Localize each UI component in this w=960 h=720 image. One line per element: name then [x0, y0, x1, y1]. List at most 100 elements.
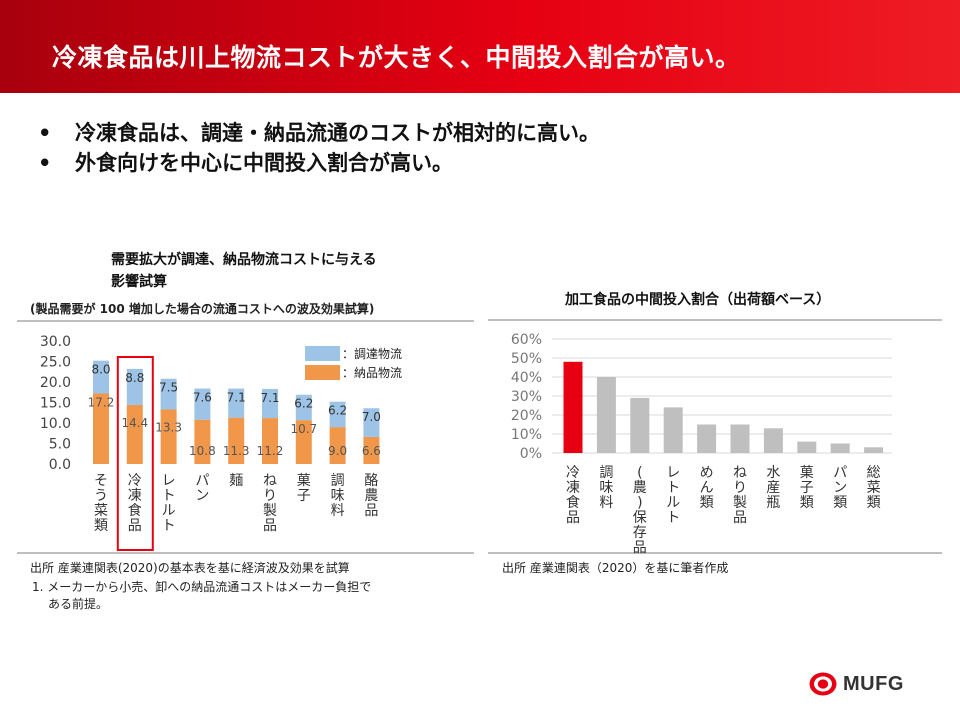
chart1-label-delivery: 17.2	[88, 395, 115, 409]
chart1-bar-delivery	[93, 393, 109, 464]
slide-title: 冷凍食品は川上物流コストが大きく、中間投入割合が高い。	[52, 43, 741, 72]
chart1-bar-procurement	[262, 388, 278, 419]
chart1-label-delivery: 10.7	[290, 422, 317, 436]
chart2-x-tick-label: ねり製品	[733, 465, 747, 526]
chart1-x-tick-label: そう菜類	[94, 473, 108, 534]
chart1-bar-procurement	[228, 388, 245, 418]
chart1-x-tick-label: 菓子	[297, 473, 311, 504]
bullet-item: • 冷凍食品は、調達・納品流通のコストが相対的に高い。	[38, 118, 600, 148]
chart1-label-delivery: 10.8	[189, 444, 216, 458]
chart2-bar	[763, 428, 783, 453]
legend-label-delivery: ：納品物流	[342, 366, 402, 380]
chart1-bar-delivery	[295, 420, 312, 464]
legend-swatch-delivery	[305, 365, 340, 380]
chart2-y-tick-label: 60%	[511, 332, 542, 348]
bullet-item: • 外食向けを中心に中間投入割合が高い。	[38, 148, 600, 178]
bullet-marker: •	[38, 151, 52, 175]
chart1-plot: 30.0 25.0 20.0 15.0 10.0 5.0 0.0 8.0 17.2 そう菜類 8.8…	[40, 334, 381, 551]
chart1-label-delivery: 13.3	[155, 420, 182, 434]
chart1-title-line1: 需要拡大が調達、納品物流コストに与える	[111, 251, 377, 268]
chart2-x-tick-label: レトルト	[666, 465, 680, 526]
chart1-x-tick-label: 冷凍食品	[128, 473, 142, 534]
chart1-bar-procurement	[126, 368, 143, 405]
bullet-list: • 冷凍食品は、調達・納品流通のコストが相対的に高い。 • 外食向けを中心に中間投入…	[38, 118, 600, 178]
chart2-bar	[864, 447, 884, 453]
chart1-label-delivery: 14.4	[121, 416, 148, 430]
chart1-y-tick-label: 10.0	[40, 416, 71, 432]
chart1-bar-delivery	[262, 418, 278, 464]
chart2-x-tick-label: パン類	[833, 465, 847, 511]
chart1-x-tick-label: パン	[195, 473, 209, 504]
chart1-bar-procurement	[363, 408, 380, 437]
chart1-x-tick-label: 調味料	[331, 473, 345, 519]
chart1-bar-procurement	[329, 401, 346, 428]
chart2-source: 出所 産業連関表（2020）を基に筆者作成	[502, 560, 728, 575]
bullet-marker: •	[38, 121, 52, 145]
chart1-bar-delivery	[363, 436, 380, 464]
chart2-plot: 60% 50% 40% 30% 20% 10% 0% 冷凍食品 調味料 (農)保存品 レトルト めん類…	[511, 332, 892, 556]
chart2-bar	[697, 424, 717, 453]
chart1-bar-procurement	[194, 388, 211, 420]
chart2-x-tick-label: 総菜類	[867, 465, 881, 511]
chart1-y-tick-label: 0.0	[49, 457, 71, 473]
chart1-bar-procurement	[160, 378, 177, 410]
chart1-bar-delivery	[228, 417, 245, 464]
chart1-note-line2: ある前提。	[48, 596, 108, 611]
chart2-x-tick-label: 冷凍食品	[566, 465, 580, 526]
chart1-y-tick-label: 20.0	[40, 375, 71, 391]
chart1-title-line2: 影響試算	[111, 273, 167, 290]
chart1-y-tick-label: 30.0	[40, 334, 71, 350]
bullet-text: 冷凍食品は、調達・納品流通のコストが相対的に高い。	[75, 121, 600, 145]
chart1-label-delivery: 9.0	[328, 444, 347, 458]
mufg-logo: MUFG	[808, 670, 904, 698]
chart1-label-delivery: 6.6	[362, 444, 381, 458]
chart1-x-tick-label: レトルト	[162, 473, 176, 534]
chart1-bar-delivery	[160, 409, 177, 464]
chart1-x-tick-label: ねり製品	[263, 473, 277, 534]
chart1-y-tick-label: 25.0	[40, 355, 71, 371]
chart1-note-line1: 1. メーカーから小売、卸への納品流通コストはメーカー負担で	[32, 579, 371, 594]
chart2-x-tick-label: 調味料	[599, 465, 613, 511]
chart1-x-tick-label: 麺	[229, 473, 243, 489]
chart1-highlight-box	[116, 356, 154, 551]
chart2-y-tick-label: 40%	[511, 370, 542, 386]
chart2-y-tick-label: 10%	[511, 427, 542, 443]
chart2-bar	[663, 407, 683, 453]
chart1-bar-delivery	[194, 419, 211, 464]
chart1-label-procurement: 7.5	[159, 381, 178, 395]
chart1-label-procurement: 7.1	[227, 391, 246, 405]
chart2-x-tick-label: 水産瓶	[766, 465, 780, 511]
chart1-label-procurement: 7.6	[193, 391, 212, 405]
chart1-bar-procurement	[295, 394, 312, 421]
chart2-x-tick-label: 菓子類	[800, 465, 814, 511]
chart2-bar	[730, 424, 750, 453]
chart1-y-tick-label: 15.0	[40, 396, 71, 412]
chart2-title: 加工食品の中間投入割合（出荷額ベース）	[564, 291, 830, 308]
legend-swatch-procurement	[305, 346, 340, 361]
chart2-y-tick-label: 20%	[511, 408, 542, 424]
chart2-x-tick-label: (農)保存品	[633, 465, 647, 556]
mufg-logo-text: MUFG	[843, 672, 904, 695]
chart1-subtitle: (製品需要が 100 増加した場合の流通コストへの波及効果試算)	[30, 301, 374, 316]
chart2-bar	[596, 377, 616, 453]
title-banner: 冷凍食品は川上物流コストが大きく、中間投入割合が高い。	[0, 0, 960, 93]
chart1-label-procurement: 8.0	[91, 363, 110, 377]
chart1-bar-delivery	[329, 427, 346, 464]
mufg-logo-icon	[809, 672, 837, 696]
chart2-y-tick-label: 0%	[520, 446, 542, 462]
chart1-label-procurement: 6.2	[294, 397, 313, 411]
chart2-y-tick-label: 50%	[511, 351, 542, 367]
chart1-y-tick-label: 5.0	[49, 437, 71, 453]
chart2-bar	[830, 443, 850, 453]
chart1-x-tick-label: 酪農品	[364, 473, 378, 519]
chart1-label-procurement: 8.8	[125, 371, 144, 385]
chart1-bar-procurement	[93, 360, 109, 394]
chart1-label-procurement: 7.0	[362, 410, 381, 424]
chart2-bar	[563, 361, 583, 453]
chart1-label-procurement: 6.2	[328, 404, 347, 418]
chart1-bar-delivery	[126, 404, 143, 464]
chart1-label-delivery: 11.2	[257, 444, 284, 458]
legend-label-procurement: ：調達物流	[342, 347, 402, 361]
chart2-x-tick-label: めん類	[700, 465, 714, 511]
